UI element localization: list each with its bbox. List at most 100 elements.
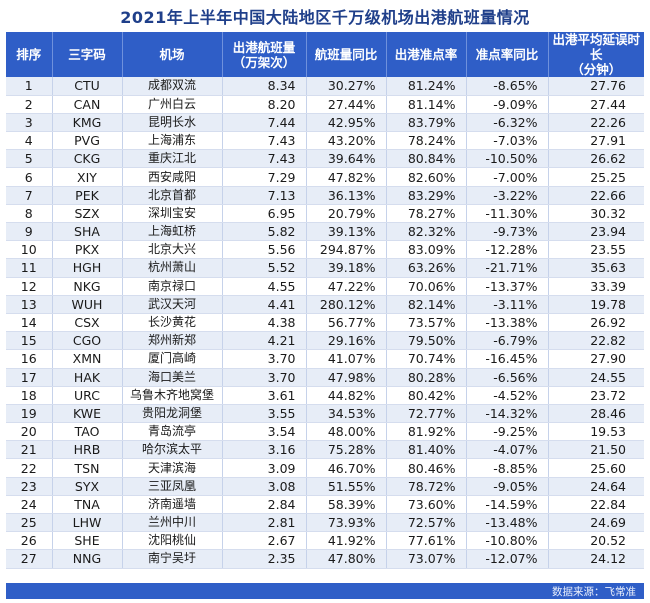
cell-flights: 8.34 [222,77,307,96]
cell-rank: 22 [6,458,53,478]
table-row[interactable]: 27 NNG 南宁吴圩 2.35 47.80% 73.07% -12.07% 24.12 [6,549,644,569]
cell-airport: 成都双流 [122,77,223,96]
table-row[interactable]: 13 WUH 武汉天河 4.41 280.12% 82.14% -3.11% 19.78 [6,295,644,314]
cell-flights: 3.70 [222,368,307,387]
cell-otp: 78.27% [386,204,467,224]
cell-yoy: 46.70% [306,458,387,478]
cell-delay: 35.63 [548,258,644,278]
cell-code: KMG [52,113,123,133]
cell-rank: 23 [6,477,53,496]
cell-yoy: 39.13% [306,222,387,242]
table-row[interactable]: 16 XMN 厦门高崎 3.70 41.07% 70.74% -16.45% 27.90 [6,349,644,369]
cell-delay: 27.44 [548,95,644,114]
table-row[interactable]: 2 CAN 广州白云 8.20 27.44% 81.14% -9.09% 27.44 [6,95,644,114]
cell-airport: 哈尔滨太平 [122,440,223,460]
table-row[interactable]: 21 HRB 哈尔滨太平 3.16 75.28% 81.40% -4.07% 21.50 [6,440,644,460]
cell-otp: 80.46% [386,458,467,478]
cell-rank: 12 [6,277,53,296]
cell-delay: 22.84 [548,495,644,515]
cell-code: SYX [52,477,123,496]
cell-delay: 24.55 [548,368,644,387]
cell-flights: 4.41 [222,295,307,314]
cell-code: PVG [52,131,123,151]
cell-otp-yoy: -7.00% [466,167,549,187]
table-row[interactable]: 12 NKG 南京禄口 4.55 47.22% 70.06% -13.37% 33.39 [6,277,644,296]
cell-otp: 83.79% [386,113,467,133]
cell-airport: 海口美兰 [122,368,223,387]
cell-yoy: 75.28% [306,440,387,460]
table-row[interactable]: 18 URC 乌鲁木齐地窝堡 3.61 44.82% 80.42% -4.52% 23.72 [6,386,644,405]
cell-yoy: 41.92% [306,531,387,551]
cell-flights: 3.61 [222,386,307,405]
table-row[interactable]: 8 SZX 深圳宝安 6.95 20.79% 78.27% -11.30% 30.32 [6,204,644,224]
cell-yoy: 34.53% [306,404,387,424]
cell-flights: 7.44 [222,113,307,133]
cell-otp: 80.28% [386,368,467,387]
cell-otp-yoy: -13.38% [466,313,549,333]
cell-airport: 上海浦东 [122,131,223,151]
cell-otp: 72.77% [386,404,467,424]
table-row[interactable]: 9 SHA 上海虹桥 5.82 39.13% 82.32% -9.73% 23.94 [6,222,644,242]
header-code[interactable]: 三字码 [52,32,123,77]
table-row[interactable]: 25 LHW 兰州中川 2.81 73.93% 72.57% -13.48% 24.69 [6,513,644,533]
cell-delay: 23.94 [548,222,644,242]
header-flights[interactable]: 出港航班量 （万架次） [222,32,307,77]
cell-rank: 4 [6,131,53,151]
table-row[interactable]: 1 CTU 成都双流 8.34 30.27% 81.24% -8.65% 27.76 [6,77,644,96]
header-delay-line2: （分钟） [571,62,622,77]
cell-yoy: 47.82% [306,167,387,187]
table-row[interactable]: 14 CSX 长沙黄花 4.38 56.77% 73.57% -13.38% 26.92 [6,313,644,333]
table-row[interactable]: 5 CKG 重庆江北 7.43 39.64% 80.84% -10.50% 26.62 [6,149,644,169]
table-row[interactable]: 19 KWE 贵阳龙洞堡 3.55 34.53% 72.77% -14.32% 28.46 [6,404,644,424]
cell-flights: 3.55 [222,404,307,424]
airport-flights-table: 排序 三字码 机场 出港航班量 （万架次） 航班量同比 出港准点率 准点率同比 … [6,32,644,569]
cell-flights: 2.35 [222,549,307,569]
cell-rank: 7 [6,186,53,205]
cell-otp-yoy: -8.85% [466,458,549,478]
cell-rank: 14 [6,313,53,333]
table-row[interactable]: 4 PVG 上海浦东 7.43 43.20% 78.24% -7.03% 27.91 [6,131,644,151]
table-row[interactable]: 15 CGO 郑州新郑 4.21 29.16% 79.50% -6.79% 22.82 [6,331,644,351]
cell-code: SHE [52,531,123,551]
cell-code: CGO [52,331,123,351]
cell-delay: 20.52 [548,531,644,551]
table-row[interactable]: 26 SHE 沈阳桃仙 2.67 41.92% 77.61% -10.80% 20.52 [6,531,644,551]
cell-flights: 2.84 [222,495,307,515]
header-yoy[interactable]: 航班量同比 [306,32,387,77]
cell-delay: 22.82 [548,331,644,351]
cell-code: TNA [52,495,123,515]
table-row[interactable]: 11 HGH 杭州萧山 5.52 39.18% 63.26% -21.71% 35.63 [6,258,644,278]
cell-yoy: 39.64% [306,149,387,169]
table-row[interactable]: 24 TNA 济南遥墙 2.84 58.39% 73.60% -14.59% 22.84 [6,495,644,515]
cell-otp: 78.72% [386,477,467,496]
cell-otp-yoy: -6.32% [466,113,549,133]
table-row[interactable]: 3 KMG 昆明长水 7.44 42.95% 83.79% -6.32% 22.26 [6,113,644,133]
cell-rank: 24 [6,495,53,515]
cell-code: WUH [52,295,123,314]
cell-flights: 2.81 [222,513,307,533]
table-row[interactable]: 7 PEK 北京首都 7.13 36.13% 83.29% -3.22% 22.66 [6,186,644,205]
cell-rank: 13 [6,295,53,314]
cell-delay: 21.50 [548,440,644,460]
cell-delay: 26.92 [548,313,644,333]
table-row[interactable]: 10 PKX 北京大兴 5.56 294.87% 83.09% -12.28% 23.55 [6,240,644,260]
table-row[interactable]: 22 TSN 天津滨海 3.09 46.70% 80.46% -8.85% 25.60 [6,458,644,478]
cell-rank: 10 [6,240,53,260]
table-row[interactable]: 20 TAO 青岛流亭 3.54 48.00% 81.92% -9.25% 19.53 [6,422,644,442]
table-row[interactable]: 6 XIY 西安咸阳 7.29 47.82% 82.60% -7.00% 25.25 [6,167,644,187]
cell-code: CTU [52,77,123,96]
table-row[interactable]: 23 SYX 三亚凤凰 3.08 51.55% 78.72% -9.05% 24.64 [6,477,644,496]
cell-code: PKX [52,240,123,260]
header-rank[interactable]: 排序 [6,32,53,77]
header-otp-yoy[interactable]: 准点率同比 [466,32,549,77]
cell-otp-yoy: -12.07% [466,549,549,569]
header-airport[interactable]: 机场 [122,32,223,77]
cell-yoy: 294.87% [306,240,387,260]
header-flights-line2: （万架次） [232,54,296,70]
table-row[interactable]: 17 HAK 海口美兰 3.70 47.98% 80.28% -6.56% 24.55 [6,368,644,387]
header-delay[interactable]: 出港平均延误时长 （分钟） [548,32,644,77]
cell-yoy: 58.39% [306,495,387,515]
header-otp[interactable]: 出港准点率 [386,32,467,77]
cell-airport: 杭州萧山 [122,258,223,278]
